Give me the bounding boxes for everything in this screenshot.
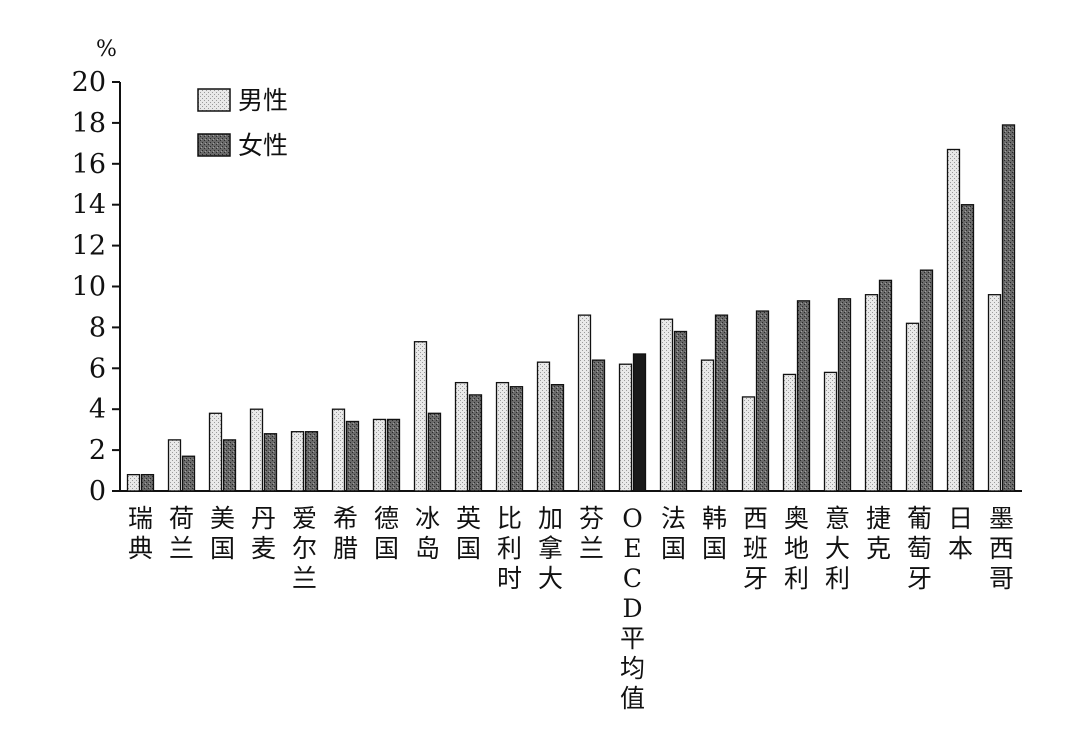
y-tick-label: 4 (89, 394, 106, 425)
x-category-label: 芬兰 (579, 504, 604, 563)
y-tick-label: 20 (72, 67, 106, 98)
bar-female (345, 420, 360, 492)
y-tick-label: 16 (72, 149, 106, 180)
bar-female (222, 439, 237, 492)
bar-female (386, 418, 401, 492)
bar-female (878, 279, 893, 492)
x-category-label: 加拿大 (538, 504, 563, 593)
bar-male (372, 418, 387, 492)
bar-female (919, 269, 934, 492)
y-tick-label: 18 (72, 108, 106, 139)
bar-female (1001, 124, 1016, 492)
y-tick-label: 6 (89, 353, 106, 384)
bar-male (454, 381, 469, 492)
bar-female (550, 384, 565, 492)
bar-male (741, 396, 756, 492)
bar-male (536, 361, 551, 492)
bar-male (249, 408, 264, 492)
bar-female (509, 386, 524, 492)
legend-swatch-female (197, 133, 231, 157)
y-tick-label: 8 (89, 312, 106, 343)
bar-group (126, 124, 1016, 492)
x-category-label: 法国 (661, 504, 686, 563)
bar-male (864, 294, 879, 492)
bar-male (700, 359, 715, 492)
x-category-label: 日本 (948, 504, 973, 563)
bar-male (413, 341, 428, 492)
bar-male (618, 363, 633, 492)
bar-female (755, 310, 770, 492)
y-tick-label: 2 (89, 435, 106, 466)
y-tick-label: 12 (72, 231, 106, 262)
y-axis: 0 2 4 6 8 10 12 14 16 18 20 (72, 67, 1022, 507)
x-category-label: 爱尔兰 (292, 504, 317, 593)
x-category-label: O E C D 平均值 (620, 504, 645, 713)
legend: 男性 女性 (197, 86, 288, 160)
x-category-label: 西班牙 (743, 504, 768, 593)
x-category-label: 捷克 (866, 504, 891, 563)
x-category-label: 德国 (374, 504, 399, 563)
bar-female (468, 394, 483, 492)
bar-female (714, 314, 729, 492)
bar-female (796, 300, 811, 492)
bar-male (987, 294, 1002, 492)
x-category-label: 美国 (210, 504, 235, 563)
bar-female (427, 412, 442, 492)
bar-female (140, 473, 155, 492)
x-category-label: 荷兰 (169, 504, 194, 563)
bar-male (126, 473, 141, 492)
bar-male (823, 371, 838, 492)
bar-male (782, 373, 797, 492)
x-category-label: 希腊 (333, 504, 358, 563)
legend-swatch-male (197, 88, 231, 112)
legend-label-female: 女性 (238, 131, 288, 160)
x-category-label: 冰岛 (415, 504, 440, 563)
x-category-label: 葡萄牙 (907, 504, 932, 593)
bar-male (659, 318, 674, 492)
bar-male (946, 148, 961, 492)
x-category-label: 奥地利 (784, 504, 809, 593)
bar-female (304, 431, 319, 492)
x-category-label: 丹麦 (251, 504, 276, 563)
bar-female (673, 330, 688, 492)
bar-male (331, 408, 346, 492)
y-tick-label: 14 (72, 190, 106, 221)
bar-male (208, 412, 223, 492)
x-category-label: 比利时 (497, 504, 522, 593)
bar-female (263, 433, 278, 492)
bar-female (837, 298, 852, 492)
x-category-label: 英国 (456, 504, 481, 563)
y-tick-label: 10 (72, 272, 106, 303)
x-category-label: 墨西哥 (989, 504, 1014, 593)
x-category-label: 韩国 (702, 504, 727, 563)
bar-male (577, 314, 592, 492)
bar-male (290, 431, 305, 492)
bar-female (591, 359, 606, 492)
bar-female (632, 353, 647, 492)
y-tick-label: 0 (89, 476, 106, 507)
legend-label-male: 男性 (238, 86, 288, 115)
bar-female (181, 455, 196, 492)
bar-male (167, 439, 182, 492)
x-category-label: 意大利 (825, 504, 850, 593)
bar-male (495, 381, 510, 492)
y-unit-label: % (96, 37, 117, 62)
bar-male (905, 322, 920, 492)
x-category-label: 瑞典 (128, 504, 153, 563)
bar-female (960, 204, 975, 492)
